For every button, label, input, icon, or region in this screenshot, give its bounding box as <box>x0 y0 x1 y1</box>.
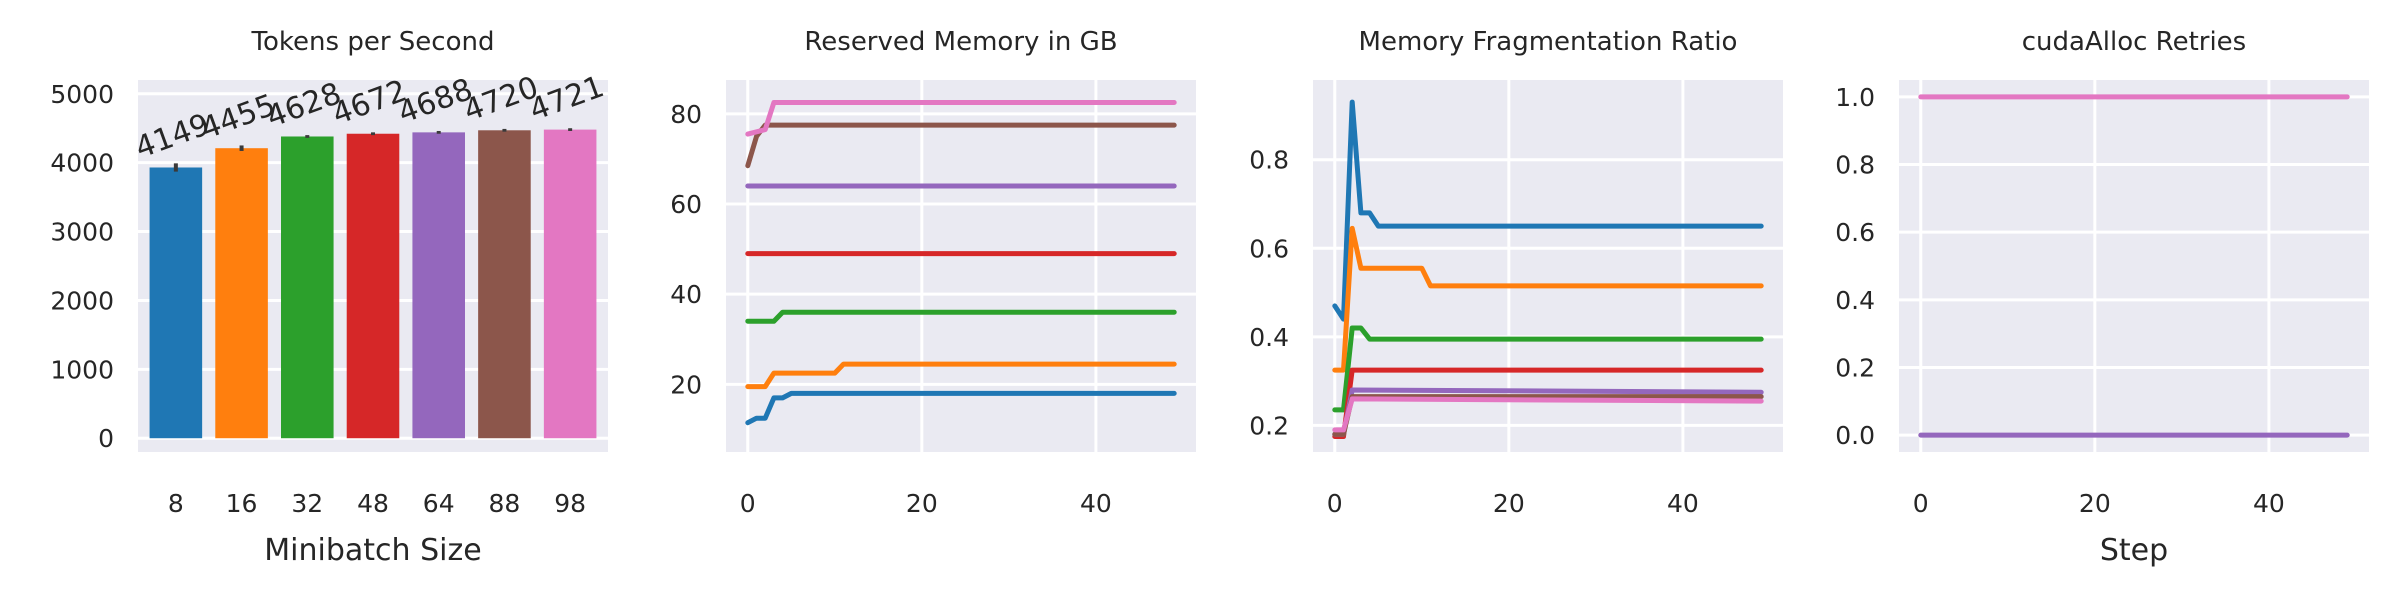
series-line <box>1332 325 1764 413</box>
series-line <box>745 390 1177 426</box>
x-tick-label: 8 <box>168 489 184 518</box>
y-tick-label: 40 <box>670 280 702 309</box>
x-tick-label: 98 <box>554 489 586 518</box>
y-tick-label: 0.0 <box>1835 421 1875 450</box>
x-axis-label: Step <box>2100 533 2168 568</box>
x-tick-label: 88 <box>489 489 521 518</box>
series-line <box>745 309 1177 324</box>
y-tick-label: 1000 <box>50 355 114 384</box>
y-tick-label: 0.8 <box>1835 151 1875 180</box>
y-tick-label: 60 <box>670 190 702 219</box>
x-tick-label: 20 <box>906 489 938 518</box>
bar <box>346 133 400 439</box>
grid <box>726 80 1196 452</box>
x-tick-label: 0 <box>1913 489 1929 518</box>
plot-background <box>1899 80 2369 452</box>
x-tick-label: 0 <box>740 489 756 518</box>
x-tick-label: 48 <box>357 489 389 518</box>
y-tick-label: 1.0 <box>1835 83 1875 112</box>
bar <box>281 136 334 439</box>
y-tick-label: 0.6 <box>1835 218 1875 247</box>
panel-memory-fragmentation: 0.2 0.4 0.6 0.8 0 20 40 Memory Fragmentation R… <box>1249 27 1783 518</box>
panel-cudaalloc-retries: 0.0 0.2 0.4 0.6 0.8 1.0 0 20 40 cudaAlloc Retrie… <box>1835 27 2369 568</box>
x-tick-label: 40 <box>1667 489 1699 518</box>
lines <box>1918 94 2350 438</box>
bar <box>543 129 597 439</box>
chart-title: Memory Fragmentation Ratio <box>1359 27 1738 57</box>
y-tick-label: 0.8 <box>1249 146 1289 175</box>
series-line <box>1332 396 1764 433</box>
lines <box>745 100 1177 426</box>
ticks: 0.2 0.4 0.6 0.8 0 20 40 <box>1249 146 1699 518</box>
x-tick-label: 64 <box>423 489 455 518</box>
x-axis-label: Minibatch Size <box>264 533 481 568</box>
x-tick-label: 32 <box>291 489 323 518</box>
x-tick-label: 20 <box>2079 489 2111 518</box>
chart-title: cudaAlloc Retries <box>2022 27 2246 57</box>
x-tick-label: 20 <box>1493 489 1525 518</box>
lines <box>1332 99 1764 439</box>
y-tick-label: 0.6 <box>1249 234 1289 263</box>
y-tick-label: 0.2 <box>1249 411 1289 440</box>
bar <box>149 167 203 439</box>
series-line <box>1332 225 1764 373</box>
bar <box>215 148 268 439</box>
y-tick-label: 0.2 <box>1835 353 1875 382</box>
y-tick-label: 5000 <box>50 80 114 109</box>
y-tick-label: 4000 <box>50 149 114 178</box>
y-tick-label: 2000 <box>50 286 114 315</box>
y-tick-label: 0.4 <box>1835 286 1875 315</box>
plot-background <box>726 80 1196 452</box>
bar <box>478 130 531 439</box>
chart-title: Tokens per Second <box>251 27 495 57</box>
y-tick-label: 20 <box>670 370 702 399</box>
series-line <box>745 361 1177 390</box>
ticks: 0.0 0.2 0.4 0.6 0.8 1.0 0 20 40 <box>1835 83 2285 518</box>
series-line <box>745 100 1177 137</box>
ticks: 20 40 60 80 0 20 40 <box>670 100 1112 518</box>
series-line <box>1332 99 1764 322</box>
x-tick-label: 0 <box>1327 489 1343 518</box>
ticks: 0 1000 2000 3000 4000 5000 8 16 32 48 64 88 98 <box>50 80 586 518</box>
y-tick-label: 0 <box>98 424 114 453</box>
y-tick-label: 0.4 <box>1249 323 1289 352</box>
x-tick-label: 16 <box>226 489 258 518</box>
y-tick-label: 80 <box>670 100 702 129</box>
panel-reserved-memory: 20 40 60 80 0 20 40 Reserved Memory in GB <box>670 27 1196 518</box>
bar <box>412 132 465 439</box>
y-tick-label: 3000 <box>50 218 114 247</box>
x-tick-label: 40 <box>2253 489 2285 518</box>
chart-title: Reserved Memory in GB <box>804 27 1117 57</box>
x-tick-label: 40 <box>1080 489 1112 518</box>
